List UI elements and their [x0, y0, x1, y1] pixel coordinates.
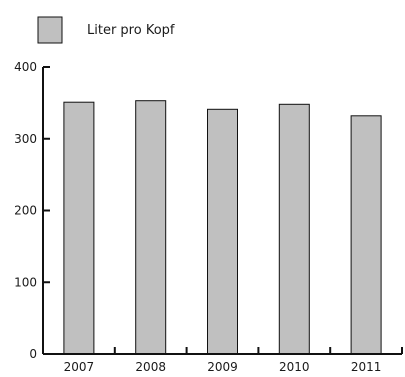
bar-2009 — [207, 108, 238, 355]
legend: Liter pro Kopf — [37, 16, 175, 44]
y-tick-label-400: 400 — [14, 60, 37, 74]
x-axis-ticks: 2007 2008 2009 2010 2011 — [64, 347, 403, 374]
x-tick-label-2009: 2009 — [207, 360, 238, 374]
legend-label-liter-pro-kopf: Liter pro Kopf — [87, 23, 175, 38]
y-tick-label-300: 300 — [14, 132, 37, 146]
y-tick-label-200: 200 — [14, 204, 37, 218]
x-tick-label-2008: 2008 — [135, 360, 166, 374]
bar-2008 — [135, 100, 167, 355]
y-tick-label-100: 100 — [14, 275, 37, 289]
bar-2011 — [350, 115, 382, 355]
x-tick-label-2007: 2007 — [64, 360, 95, 374]
bar-2007 — [63, 101, 95, 355]
y-tick-label-0: 0 — [29, 347, 37, 361]
y-axis-ticks: 0 100 200 300 400 — [14, 60, 50, 361]
bars-group — [63, 100, 382, 355]
legend-swatch-liter-pro-kopf — [37, 16, 63, 44]
x-tick-label-2011: 2011 — [351, 360, 382, 374]
bar-2010 — [278, 103, 310, 355]
x-tick-label-2010: 2010 — [279, 360, 310, 374]
